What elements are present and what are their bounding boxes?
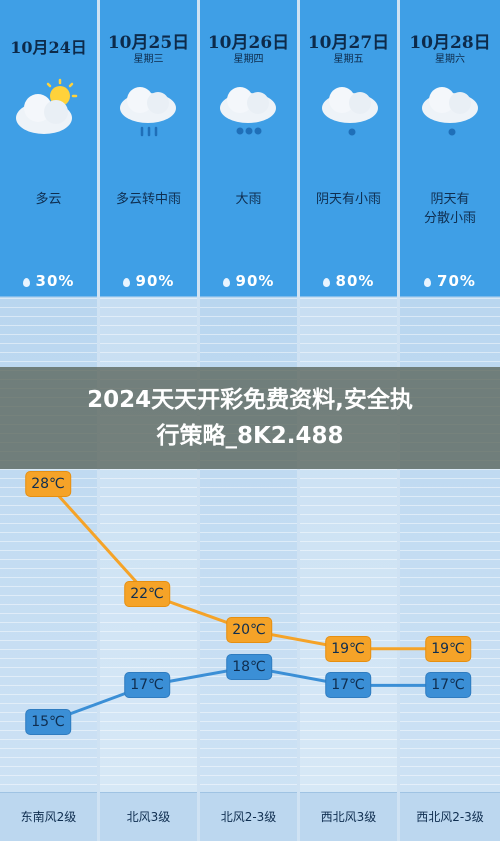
weather-condition: 大雨	[235, 192, 262, 207]
cloud-light-rain-icon	[400, 78, 500, 138]
weather-condition: 阴天有小雨	[315, 192, 381, 207]
precip-chance: 90%	[100, 272, 197, 290]
high-temperature-label: 19℃	[425, 635, 471, 662]
high-temperature-label: 22℃	[124, 580, 170, 607]
day-weekday: 星期五	[333, 54, 364, 65]
overlay-banner: 2024天天开彩免费资料,安全执 行策略_8K2.488	[0, 367, 500, 469]
weather-condition: 阴天有 分散小雨	[400, 190, 500, 228]
day-weekday: 星期三	[133, 54, 164, 65]
day-date: 10月28日	[409, 33, 491, 53]
raindrop-icon	[424, 278, 432, 287]
wind-label: 北风3级	[100, 792, 197, 841]
low-temperature-label: 17℃	[425, 672, 471, 699]
day-date: 10月25日	[107, 33, 190, 53]
banner-line-2: 行策略_8K2.488	[156, 423, 344, 449]
high-temperature-label: 20℃	[226, 617, 272, 644]
weather-condition-line: 阴天有	[430, 192, 470, 207]
high-temperature-label: 28℃	[25, 471, 71, 497]
wind-label: 东南风2级	[0, 792, 97, 841]
wind-label: 北风2-3级	[200, 792, 297, 841]
raindrop-icon	[222, 278, 230, 287]
partly-cloudy-icon	[0, 78, 97, 138]
cloud-heavy-rain-icon	[200, 78, 297, 138]
day-weekday: 星期六	[435, 54, 465, 65]
precip-chance: 90%	[200, 272, 297, 290]
cloud-light-rain-icon	[300, 78, 397, 138]
weather-condition: 多云转中雨	[115, 192, 181, 207]
wind-label: 西北风2-3级	[400, 792, 500, 841]
day-date: 10月27日	[307, 33, 390, 53]
precip-chance: 80%	[300, 272, 397, 290]
raindrop-icon	[322, 278, 330, 287]
weather-condition: 多云	[35, 192, 62, 207]
cloud-rain-icon	[100, 78, 197, 138]
low-temperature-label: 17℃	[124, 672, 170, 699]
day-date: 10月26日	[207, 33, 290, 53]
banner-line-1: 2024天天开彩免费资料,安全执	[87, 387, 413, 413]
precip-chance: 30%	[0, 272, 97, 290]
low-temperature-label: 18℃	[226, 654, 272, 681]
low-temperature-label: 17℃	[325, 672, 371, 699]
day-date: 10月24日	[10, 38, 87, 57]
precip-chance: 70%	[400, 272, 500, 290]
high-temperature-label: 19℃	[325, 635, 371, 662]
low-temperature-label: 15℃	[25, 709, 71, 735]
raindrop-icon	[22, 278, 30, 287]
weather-condition-line: 分散小雨	[423, 211, 476, 226]
day-weekday: 星期四	[233, 54, 264, 65]
wind-label: 西北风3级	[300, 792, 397, 841]
raindrop-icon	[122, 278, 130, 287]
